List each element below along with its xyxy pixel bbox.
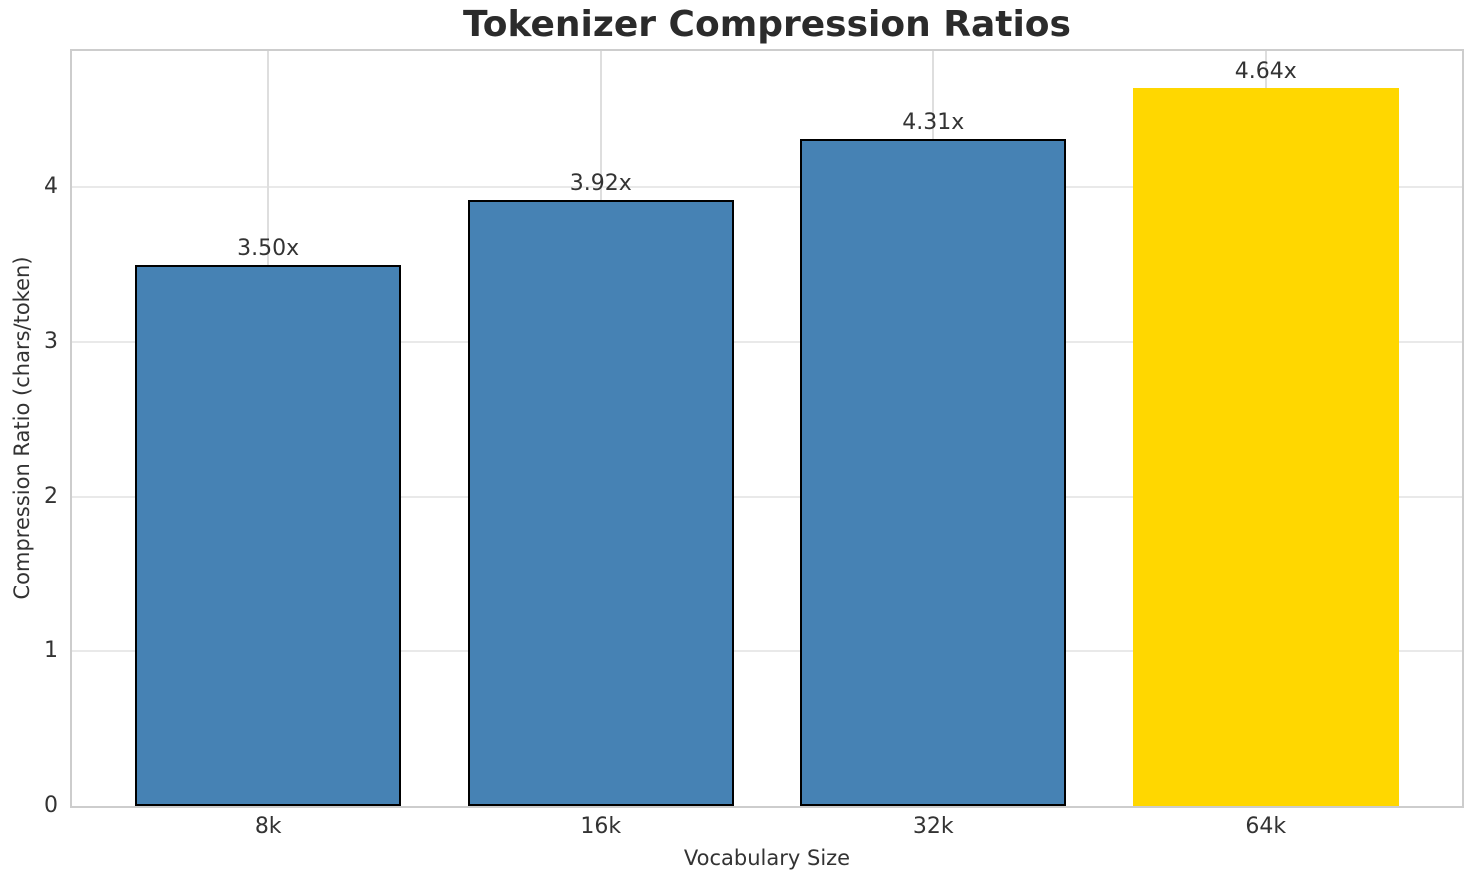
bar-value-label: 3.92x xyxy=(569,170,632,196)
y-tick-label: 4 xyxy=(44,174,58,200)
y-tick-label: 0 xyxy=(44,793,58,818)
bar xyxy=(135,264,402,806)
y-tick-label: 1 xyxy=(44,638,58,664)
bar xyxy=(467,199,734,806)
bar xyxy=(800,139,1067,806)
bar-value-label: 4.64x xyxy=(1234,59,1297,85)
x-tick-label: 32k xyxy=(912,814,954,839)
h-gridline xyxy=(72,340,1462,343)
h-gridline xyxy=(72,186,1462,189)
x-tick-label: 64k xyxy=(1245,814,1287,839)
chart-title: Tokenizer Compression Ratios xyxy=(463,4,1071,45)
y-tick-label: 3 xyxy=(44,328,58,354)
x-axis-label: Vocabulary Size xyxy=(683,846,851,870)
y-tick-label: 2 xyxy=(44,483,58,509)
h-gridline xyxy=(72,650,1462,653)
x-tick-label: 16k xyxy=(580,814,622,839)
y-axis-label: Compression Ratio (chars/token) xyxy=(10,256,34,600)
bar-value-label: 4.31x xyxy=(902,110,965,136)
plot-area: 3.50x 3.92x 4.31x 4.64x xyxy=(70,49,1464,808)
bar xyxy=(1132,88,1399,806)
bar-value-label: 3.50x xyxy=(237,235,300,261)
x-tick-label: 8k xyxy=(254,814,282,839)
h-gridline xyxy=(72,495,1462,498)
